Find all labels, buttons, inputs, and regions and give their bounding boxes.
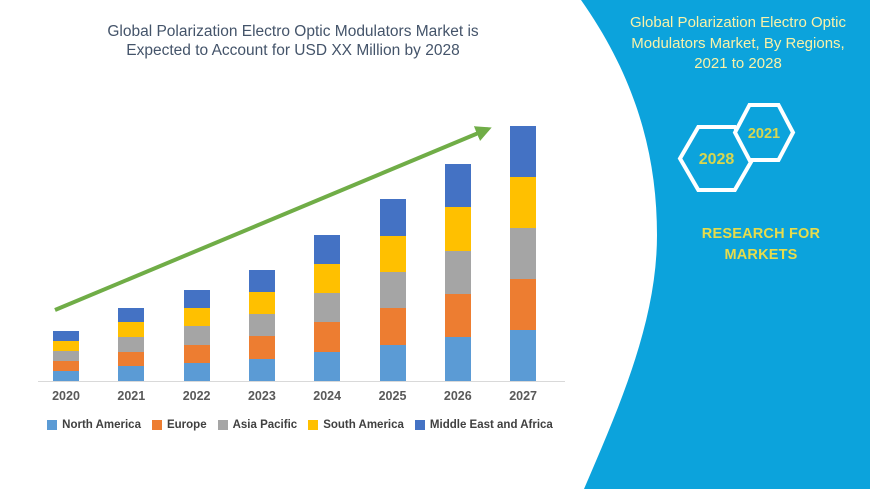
bar-segment-middle-east-and-africa [444,163,471,208]
bar-2020 [53,330,79,382]
bar-segment-middle-east-and-africa [53,330,79,341]
bar-segment-south-america [118,322,145,337]
bar-segment-europe [379,308,406,345]
bar-segment-south-america [248,292,275,315]
year-hexagons: 2028 2021 [677,103,796,192]
bar-segment-asia-pacific [183,326,210,345]
bar-2021 [118,307,145,381]
x-tick-2022: 2022 [182,389,211,403]
panel-heading: Global Polarization Electro Optic Modula… [630,14,846,72]
bar-2025 [379,199,406,381]
legend-label: Middle East and Africa [429,419,553,431]
bar-segment-europe [314,322,341,352]
hexagon-2021 [732,103,796,162]
bar-segment-asia-pacific [53,350,79,361]
legend-item-middle-east-and-africa: Middle East and Africa [414,419,553,431]
hexagon-2028-label: 2028 [699,151,735,168]
brand-text: RESEARCH FOR MARKETS [701,226,821,263]
bar-segment-south-america [444,207,471,251]
legend-swatch-asia-pacific [217,420,228,430]
bar-segment-north-america [379,344,406,381]
bar-segment-europe [510,279,537,330]
bar-segment-middle-east-and-africa [379,199,406,236]
bar-segment-south-america [314,263,341,294]
bar-segment-north-america [314,351,341,381]
x-tick-2025: 2025 [378,389,407,403]
bar-segment-middle-east-and-africa [248,269,275,293]
bar-segment-asia-pacific [314,293,341,323]
bar-segment-asia-pacific [248,314,275,337]
bar-segment-europe [444,293,471,338]
bar-segment-south-america [183,308,210,327]
bar-2023 [248,269,275,381]
bar-segment-south-america [53,340,79,351]
bar-segment-middle-east-and-africa [510,126,537,177]
x-tick-2024: 2024 [313,389,342,403]
bar-segment-north-america [248,358,275,381]
bar-segment-north-america [118,366,145,381]
bar-segment-asia-pacific [510,228,537,279]
legend-item-north-america: North America [47,419,141,431]
bar-segment-north-america [183,362,210,381]
legend-swatch-middle-east-and-africa [414,420,425,430]
x-tick-2023: 2023 [247,389,276,403]
page-title: Global Polarization Electro Optic Modula… [107,23,479,59]
bar-segment-asia-pacific [379,271,406,309]
legend-swatch-south-america [308,420,319,430]
bar-segment-north-america [444,337,471,381]
x-tick-2026: 2026 [443,389,472,403]
chart-legend: North America Europe Asia Pacific South Ame… [25,419,575,431]
bar-segment-europe [183,344,210,363]
bar-segment-middle-east-and-africa [118,307,145,323]
legend-label: South America [323,419,404,431]
bar-2024 [314,234,341,381]
legend-label: Asia Pacific [232,419,298,431]
bar-segment-north-america [53,370,79,381]
bar-segment-middle-east-and-africa [183,290,210,309]
bar-segment-europe [53,360,79,371]
legend-item-europe: Europe [151,419,207,431]
x-axis-line [38,381,565,382]
bar-segment-north-america [510,330,537,381]
bar-2026 [444,163,471,381]
bar-2022 [183,290,210,381]
bar-segment-europe [248,336,275,359]
bar-segment-middle-east-and-africa [314,234,341,264]
x-tick-2021: 2021 [117,389,146,403]
legend-swatch-north-america [47,420,58,430]
legend-item-south-america: South America [308,419,404,431]
x-tick-2027: 2027 [509,389,537,403]
legend-swatch-europe [151,420,162,430]
bar-segment-south-america [510,177,537,228]
bar-segment-south-america [379,235,406,272]
bar-segment-asia-pacific [444,250,471,294]
legend-label: North America [62,419,141,431]
legend-label: Europe [166,419,207,431]
bar-segment-europe [118,351,145,367]
bar-segment-asia-pacific [118,336,145,352]
hexagon-2021-label: 2021 [748,126,780,142]
x-tick-2020: 2020 [52,389,80,403]
legend-item-asia-pacific: Asia Pacific [217,419,298,431]
bar-2027 [510,126,537,381]
